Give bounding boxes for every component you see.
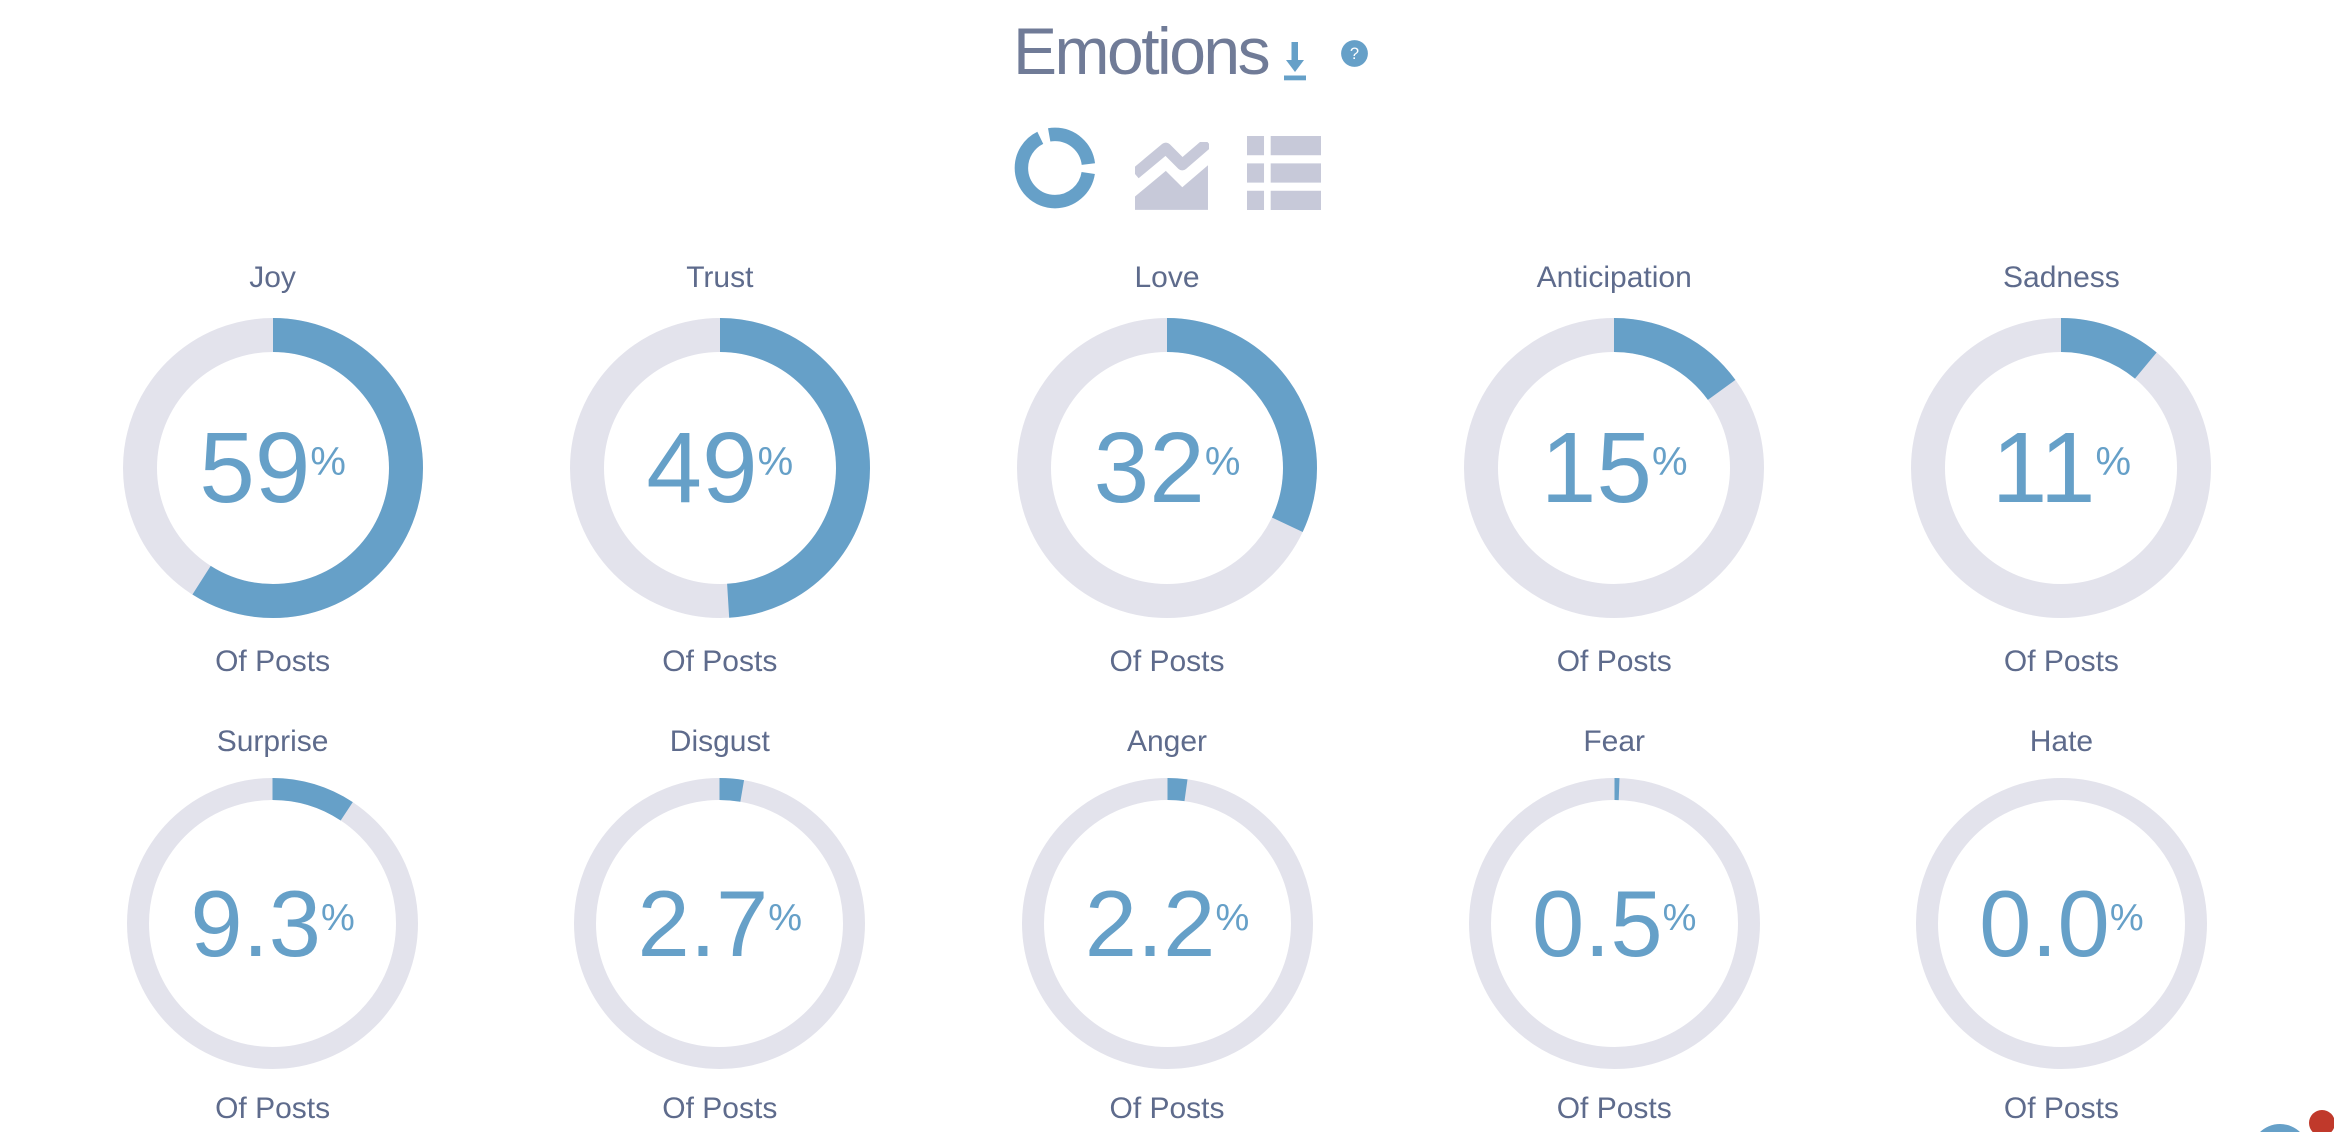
svg-text:?: ? (1350, 45, 1359, 63)
